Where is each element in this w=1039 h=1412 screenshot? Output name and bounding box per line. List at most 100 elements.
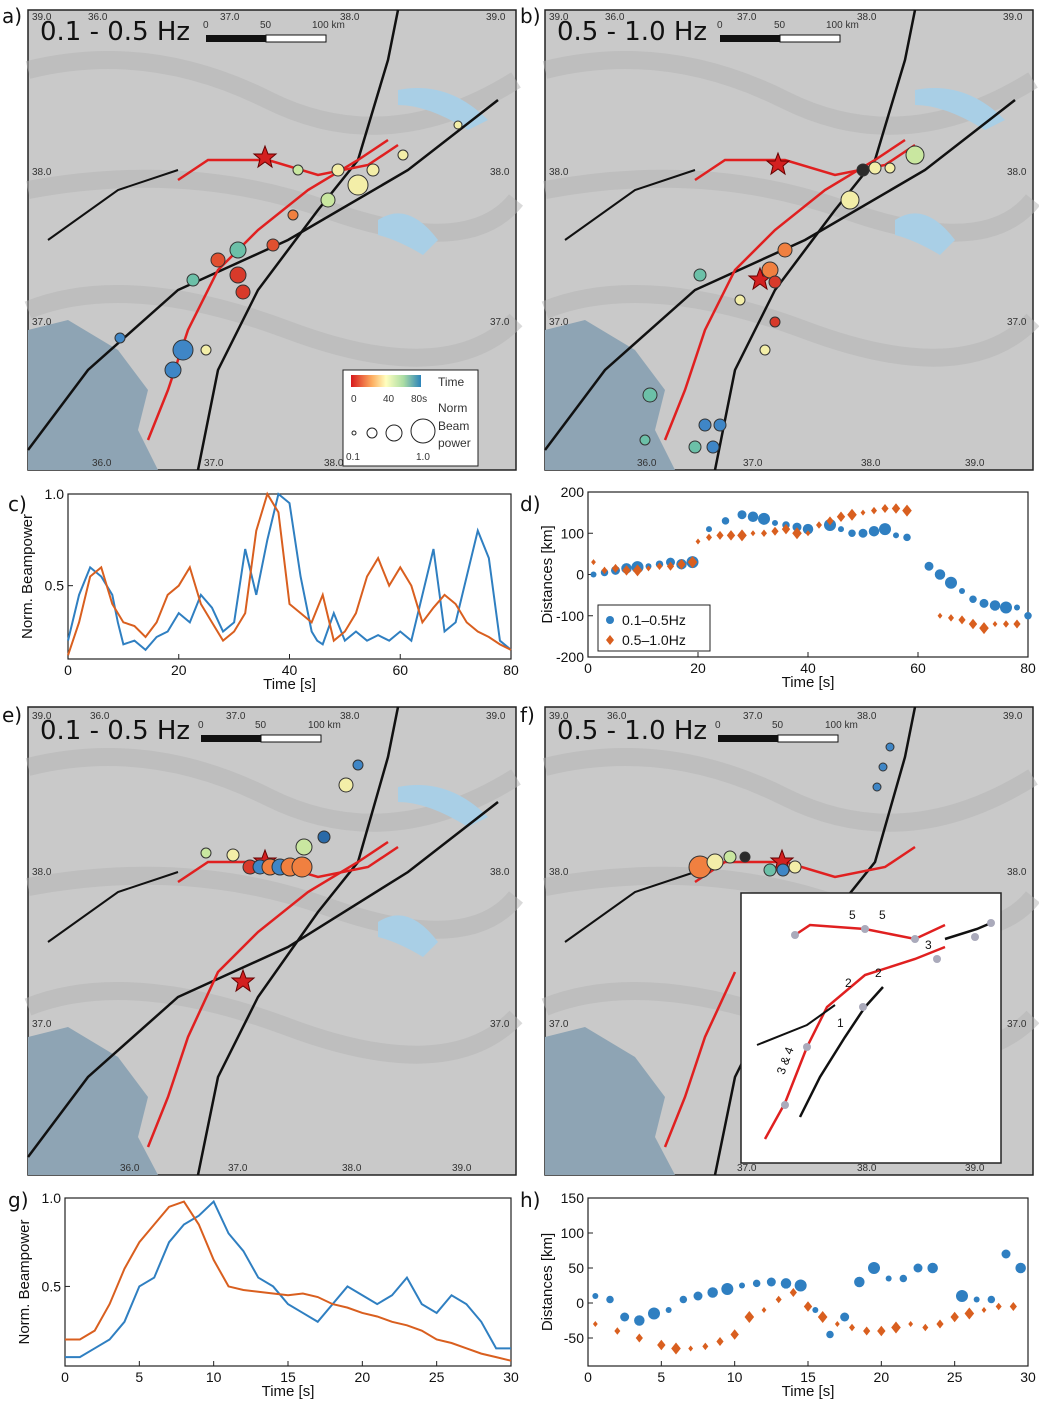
data-point-circle [747, 511, 759, 522]
y-axis-label: Distances [km] [539, 525, 556, 623]
data-point-circle [848, 529, 856, 537]
map-lat-tick: 38.0 [490, 867, 510, 878]
data-point-circle [721, 517, 730, 525]
data-point-diamond [937, 612, 943, 619]
scalebar [720, 35, 780, 42]
map-lat-tick: 37.0 [549, 1019, 569, 1030]
data-point-diamond [922, 1323, 929, 1332]
x-tick-label: 0 [64, 662, 72, 678]
data-point-circle [812, 1307, 819, 1313]
data-point-circle [969, 595, 977, 603]
map-top-tick: 37.0 [743, 711, 763, 722]
data-point-circle [752, 1279, 761, 1288]
scalebar-label: 0 [715, 720, 721, 731]
map-freq-label: 0.1 - 0.5 Hz [40, 17, 190, 47]
data-point-diamond [826, 516, 834, 526]
data-point-diamond [968, 618, 978, 630]
fault-black [713, 9, 917, 471]
data-point-diamond [592, 1321, 598, 1327]
x-tick-label: 80 [503, 662, 519, 678]
map-top-tick: 36.0 [88, 12, 108, 23]
plot-frame [67, 493, 512, 660]
data-point-diamond [614, 1327, 621, 1335]
data-point-circle [758, 512, 770, 525]
beam-sources [639, 145, 925, 454]
data-point-circle [802, 523, 814, 535]
data-point-diamond [860, 509, 866, 516]
y-tick-label: 1.0 [42, 1190, 62, 1206]
x-tick-label: 40 [282, 662, 298, 678]
data-point-diamond [750, 530, 756, 537]
map-bottom-tick: 37.0 [228, 1163, 248, 1174]
legend-time-tick: 40 [383, 394, 395, 405]
data-point-diamond [936, 1319, 944, 1329]
data-point-circle [634, 1315, 645, 1326]
data-point-circle [973, 1296, 980, 1303]
x-tick-label: 0 [584, 660, 592, 676]
scalebar-label: 50 [772, 720, 784, 731]
map-f: 0.5 - 1.0 Hz 0 50 100 km 39.0 36.0 37.0 … [541, 706, 1039, 1176]
y-tick-label: 0 [576, 1295, 584, 1311]
data-point-circle [592, 1293, 599, 1299]
map-top-tick: 36.0 [607, 711, 627, 722]
data-point-diamond [981, 1307, 987, 1313]
panel-letter-f: f) [520, 703, 535, 727]
data-point-circle [893, 532, 899, 539]
map-legend: Time 0 40 80s Norm Beam power 0.1 1.0 [342, 369, 479, 467]
data-point-circle [1014, 604, 1020, 611]
y-tick-label: 100 [561, 1225, 585, 1241]
data-point-diamond [805, 530, 811, 537]
data-point-diamond [1009, 1302, 1017, 1311]
plot-frame [64, 1197, 512, 1367]
map-top-tick: 38.0 [340, 12, 360, 23]
data-point-circle [620, 1312, 630, 1322]
lake [398, 785, 488, 827]
map-top-tick: 39.0 [32, 711, 52, 722]
map-top-tick: 39.0 [32, 12, 52, 23]
data-point-circle [885, 1275, 892, 1282]
fault-black [27, 99, 499, 451]
data-point-circle [945, 576, 957, 589]
data-point-diamond [871, 506, 877, 515]
y-axis-label: Norm. Beampower [16, 1219, 33, 1344]
legend-time-tick: 80s [411, 394, 427, 405]
data-point-diamond [789, 1288, 797, 1297]
data-point-circle [927, 1262, 938, 1274]
map-freq-label: 0.5 - 1.0 Hz [557, 716, 707, 746]
legend-size-max: 1.0 [416, 452, 430, 463]
scalebar-label: 0 [203, 20, 209, 31]
epicenter-star [765, 151, 791, 176]
map-top-tick: 38.0 [857, 711, 877, 722]
map-lat-tick: 38.0 [549, 867, 569, 878]
lake [398, 88, 488, 130]
x-tick-label: 20 [874, 1369, 890, 1385]
x-tick-label: 60 [392, 662, 408, 678]
map-bottom-tick: 37.0 [743, 458, 763, 469]
data-point-circle [956, 1290, 968, 1302]
epicenter-star [252, 144, 278, 169]
map-a: 0.1 - 0.5 Hz 0 50 100 km 39.0 36.0 37.0 … [24, 9, 524, 471]
data-point-circle [707, 1287, 718, 1298]
beampower-chart-g: 0 5 10 15 20 25 30 0.5 1.0 Time [s] Norm. Beampowe… [16, 1190, 519, 1400]
y-tick-label: 0.5 [42, 1278, 62, 1294]
x-tick-label: 25 [947, 1369, 963, 1385]
map-lat-tick: 37.0 [490, 317, 510, 328]
map-lat-tick: 38.0 [490, 167, 510, 178]
data-point-circle [899, 1274, 908, 1283]
data-point-circle [679, 1295, 688, 1304]
y-tick-label: 100 [561, 525, 585, 541]
fault-black [196, 9, 400, 471]
lake [378, 915, 438, 957]
data-point-diamond [958, 615, 966, 625]
scalebar-label: 0 [198, 720, 204, 731]
sea [28, 320, 158, 470]
map-bottom-tick: 36.0 [637, 458, 657, 469]
x-tick-label: 10 [206, 1369, 222, 1385]
data-point-circle [903, 533, 911, 542]
data-point-diamond [1013, 619, 1021, 629]
legend-size-label: Norm [438, 401, 467, 415]
map-bottom-tick: 39.0 [965, 1163, 985, 1174]
data-point-diamond [834, 1321, 840, 1327]
distance-chart-h: 0 5 10 15 20 25 30 150 100 50 0 -50 Time [s] Distance… [539, 1190, 1036, 1400]
data-point-circle [959, 588, 965, 594]
